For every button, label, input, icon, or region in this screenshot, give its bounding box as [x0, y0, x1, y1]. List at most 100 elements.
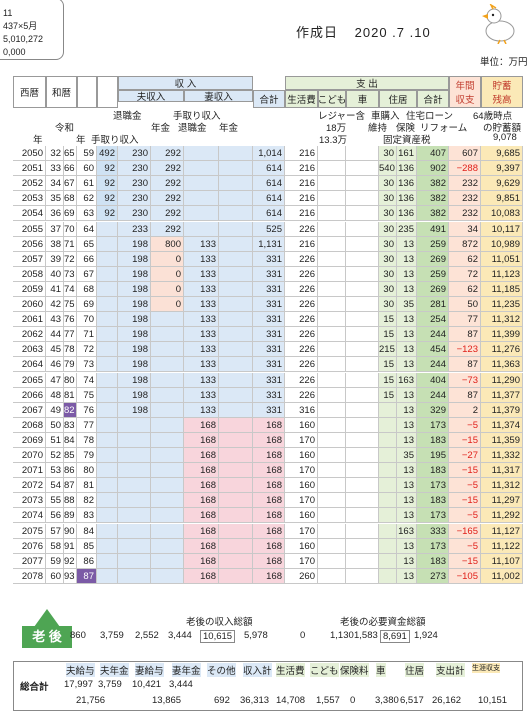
- table-cell: 35: [397, 448, 417, 464]
- table-cell: 13: [397, 281, 417, 297]
- table-cell: −5: [449, 538, 481, 554]
- table-cell: 79: [77, 448, 97, 464]
- table-cell: [318, 568, 346, 584]
- table-cell: 15: [379, 372, 397, 388]
- footer-number: 2,552: [135, 630, 159, 641]
- table-cell: −5: [449, 478, 481, 494]
- table-cell: 133: [184, 387, 219, 403]
- table-cell: 9,851: [481, 191, 523, 207]
- table-cell: 170: [285, 493, 318, 509]
- table-cell: 0: [151, 281, 184, 297]
- table-cell: 67: [64, 176, 77, 192]
- table-cell: 133: [184, 266, 219, 282]
- table-cell: 173: [417, 538, 449, 554]
- table-cell: 30: [379, 281, 397, 297]
- table-cell: [346, 508, 379, 524]
- totals-head: 収入計: [243, 663, 272, 677]
- col-wife: 妻収入: [184, 90, 253, 103]
- table-cell: [379, 538, 397, 554]
- table-cell: 30: [379, 146, 397, 162]
- sub-leisure-amt2: 13.3万: [319, 135, 347, 146]
- totals-cell: 6,517: [400, 695, 424, 706]
- table-cell: [151, 342, 184, 358]
- table-cell: 65: [64, 146, 77, 162]
- table-cell: [151, 372, 184, 388]
- table-cell: 82: [77, 493, 97, 509]
- table-cell: 13: [397, 357, 417, 373]
- table-cell: 45: [46, 342, 64, 358]
- table-cell: 2067: [13, 402, 46, 418]
- table-cell: 92: [97, 161, 118, 177]
- table-cell: 92: [97, 206, 118, 222]
- table-cell: [97, 478, 118, 494]
- table-cell: [318, 357, 346, 373]
- table-cell: 244: [417, 357, 449, 373]
- sub-iji: 維持: [368, 123, 388, 134]
- table-cell: 33: [46, 161, 64, 177]
- col-income-total: 合計: [253, 90, 285, 108]
- table-cell: [97, 402, 118, 418]
- table-cell: [346, 206, 379, 222]
- table-cell: 168: [253, 508, 285, 524]
- table-cell: [219, 387, 253, 403]
- table-cell: [151, 463, 184, 479]
- table-cell: [318, 327, 346, 343]
- table-cell: −5: [449, 508, 481, 524]
- table-cell: [97, 553, 118, 569]
- table-row: 2063 45 78 72 198 133 331 226 215 13 454 −123 11,276: [13, 342, 523, 358]
- totals-cell: 10,151: [478, 695, 508, 706]
- table-row: 2073 55 88 82 168 168 170 13 183 −15 11,297: [13, 493, 523, 509]
- table-cell: [346, 432, 379, 448]
- table-cell: 2: [449, 402, 481, 418]
- totals-table: 総合計 夫給与 夫年金 妻給与 妻年金 その他 収入計 生活費 こども 保険料車 住居 支出計 生涯収…: [13, 661, 523, 711]
- table-cell: [219, 206, 253, 222]
- sub-leisure: レジャー含: [318, 111, 366, 122]
- table-cell: 226: [285, 281, 318, 297]
- table-cell: 183: [417, 463, 449, 479]
- table-cell: 168: [184, 523, 219, 539]
- table-cell: 160: [285, 417, 318, 433]
- table-cell: 74: [77, 372, 97, 388]
- table-cell: 331: [253, 266, 285, 282]
- table-cell: [151, 327, 184, 343]
- income-total-label: 老後の収入総額: [186, 617, 253, 628]
- table-cell: 614: [253, 206, 285, 222]
- table-cell: 60: [77, 161, 97, 177]
- totals-cell: 3,759: [98, 679, 122, 690]
- table-cell: 11,377: [481, 387, 523, 403]
- table-cell: 13: [397, 327, 417, 343]
- arrow-icon: [34, 609, 60, 627]
- table-cell: −15: [449, 432, 481, 448]
- table-cell: 38: [46, 236, 64, 252]
- table-cell: 11,292: [481, 508, 523, 524]
- col-living: 生活費: [285, 90, 318, 108]
- table-cell: [184, 176, 219, 192]
- table-cell: 69: [64, 206, 77, 222]
- table-cell: 902: [417, 161, 449, 177]
- table-cell: [318, 206, 346, 222]
- created-date: 作成日 2020 .7 .10: [296, 22, 443, 41]
- table-cell: 230: [118, 206, 151, 222]
- table-cell: 80: [77, 463, 97, 479]
- table-cell: 168: [253, 463, 285, 479]
- table-cell: [219, 297, 253, 313]
- table-cell: [346, 387, 379, 403]
- table-cell: 13: [397, 538, 417, 554]
- table-cell: 13: [397, 342, 417, 358]
- table-cell: [346, 417, 379, 433]
- table-cell: 168: [184, 463, 219, 479]
- table-cell: 173: [417, 478, 449, 494]
- table-cell: 133: [184, 281, 219, 297]
- table-cell: 10,083: [481, 206, 523, 222]
- table-cell: 2077: [13, 553, 46, 569]
- table-cell: [346, 478, 379, 494]
- sub-taishoku: 退職金: [113, 111, 142, 122]
- table-cell: 2063: [13, 342, 46, 358]
- table-cell: 66: [64, 161, 77, 177]
- table-cell: 13: [397, 236, 417, 252]
- table-cell: 11,123: [481, 266, 523, 282]
- table-cell: 2057: [13, 251, 46, 267]
- table-cell: 60: [46, 568, 64, 584]
- table-row: 2065 47 80 74 198 133 331 226 15 163 404 −73 11,290: [13, 372, 523, 388]
- table-cell: 198: [118, 281, 151, 297]
